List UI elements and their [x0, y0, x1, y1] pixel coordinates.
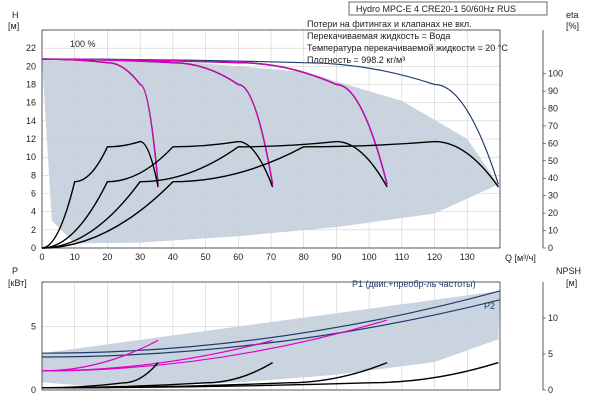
x-tick-label: 80	[299, 252, 309, 262]
y-tick-label-bottom-right: 5	[548, 349, 553, 359]
power-series-8	[41, 361, 499, 389]
y-axis-title-bottom-right: NPSH	[556, 266, 581, 276]
x-tick-label: 30	[135, 252, 145, 262]
y-tick-label-bottom-left: 0	[31, 385, 36, 395]
x-tick-label: 20	[102, 252, 112, 262]
y-tick-label-right: 20	[548, 208, 558, 218]
y-tick-label-right: 0	[548, 243, 553, 253]
curve-series-8	[41, 140, 274, 249]
power-series-0	[41, 290, 501, 354]
annotation-line-3: Плотность = 998.2 кг/м³	[307, 55, 405, 65]
y-axis-unit-bottom-right: [м]	[566, 278, 577, 288]
curve-series-7	[41, 140, 159, 249]
y-tick-label-right: 60	[548, 138, 558, 148]
y-tick-label-left: 22	[26, 43, 36, 53]
y-tick-label-right: 100	[548, 69, 563, 79]
plot-frame-bottom	[41, 281, 501, 391]
annotation-line-2: Температура перекачиваемой жидкости = 20…	[307, 43, 508, 53]
y-axis-unit-right: [%]	[566, 21, 579, 31]
curve-series-10	[41, 140, 499, 249]
y-tick-label-left: 16	[26, 98, 36, 108]
y-tick-label-right: 70	[548, 121, 558, 131]
y-tick-label-left: 14	[26, 116, 36, 126]
annotation-line-1: Перекачиваемая жидкость = Вода	[307, 31, 450, 41]
y-tick-label-left: 8	[31, 170, 36, 180]
x-axis-title: Q [м³/ч]	[505, 253, 536, 263]
legend-p1: P1 (двиг.+преобр-ль частоты)	[352, 279, 476, 289]
y-axis-title-left: H	[12, 10, 19, 20]
plot-frame	[41, 29, 501, 249]
x-tick-label: 120	[427, 252, 442, 262]
y-tick-label-bottom-left: 5	[31, 321, 36, 331]
y-tick-label-left: 4	[31, 207, 36, 217]
curve-series-6	[41, 58, 388, 185]
x-tick-label: 50	[201, 252, 211, 262]
legend-p2: P2	[484, 301, 495, 311]
y-tick-label-left: 20	[26, 61, 36, 71]
x-tick-label: 60	[233, 252, 243, 262]
head-efficiency-panel: 0 10 20 30 40 50 60 70 80 90 100 110 120 130024681012…	[8, 1, 579, 263]
y-tick-label-right: 40	[548, 173, 558, 183]
power-npsh-panel: 0 5 0 5 10 P [кВт] NPSH [м] P1 (двиг.+преобр-ль ч…	[8, 266, 581, 395]
y-axis-unit-bottom-left: [кВт]	[8, 278, 27, 288]
curve-series-4	[41, 58, 159, 185]
x-tick-label: 0	[39, 252, 44, 262]
y-tick-label-left: 6	[31, 189, 36, 199]
y-tick-label-right: 30	[548, 191, 558, 201]
power-series-1	[41, 299, 501, 358]
y-tick-label-left: 2	[31, 225, 36, 235]
x-tick-label: 90	[331, 252, 341, 262]
y-axis-title-bottom-left: P	[12, 266, 18, 276]
y-tick-label-bottom-right: 10	[548, 313, 558, 323]
y-tick-label-left: 10	[26, 152, 36, 162]
y-tick-label-right: 50	[548, 156, 558, 166]
x-tick-label: 110	[395, 252, 409, 262]
x-tick-label: 70	[266, 252, 276, 262]
y-tick-label-right: 10	[548, 226, 558, 236]
x-tick-label: 130	[460, 252, 475, 262]
y-tick-label-left: 18	[26, 80, 36, 90]
y-tick-label-right: 90	[548, 86, 558, 96]
speed-label: 100 %	[70, 39, 96, 49]
x-tick-label: 40	[168, 252, 178, 262]
power-series-4	[41, 319, 388, 372]
y-tick-label-left: 12	[26, 134, 36, 144]
curve-series-9	[41, 140, 388, 249]
y-tick-label-bottom-right: 0	[548, 385, 553, 395]
title-box	[348, 1, 548, 16]
y-axis-unit-left: [м]	[8, 21, 19, 31]
annotation-line-0: Потери на фитингах и клапанах не вкл.	[307, 19, 472, 29]
chart-title: Hydro MPC-E 4 CRE20-1 50/60Hz RUS	[356, 4, 516, 14]
x-tick-label: 10	[70, 252, 80, 262]
y-tick-label-right: 80	[548, 103, 558, 113]
x-tick-label: 100	[362, 252, 377, 262]
y-axis-title-right: eta	[566, 10, 579, 20]
y-tick-label-left: 0	[31, 243, 36, 253]
